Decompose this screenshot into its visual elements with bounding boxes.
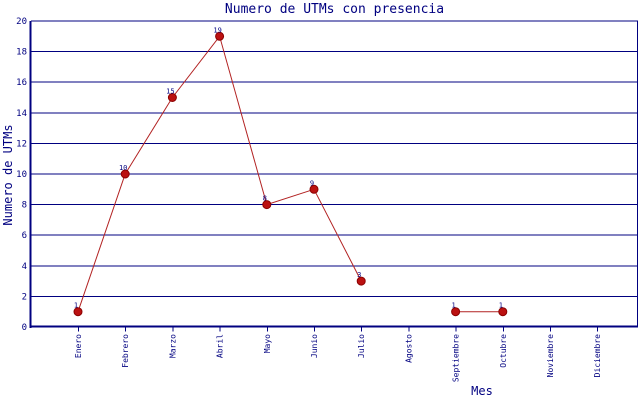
point-value-label: 1 [499, 302, 503, 310]
y-axis-title: Numero de UTMs [1, 124, 15, 226]
data-point-marker [73, 307, 83, 317]
x-axis-title: Mes [471, 384, 493, 398]
data-point-marker [215, 31, 225, 41]
data-point-marker [309, 184, 319, 194]
y-tick-label: 10 [16, 170, 27, 180]
data-point-marker [262, 200, 272, 210]
data-point-marker [498, 307, 508, 317]
y-tick-label: 14 [16, 109, 27, 119]
point-value-label: 3 [357, 271, 361, 279]
x-tick-label: Julio [357, 334, 366, 358]
x-tick-label: Mayo [263, 334, 272, 353]
x-tick-label: Febrero [121, 334, 130, 368]
x-tick-label: Diciembre [593, 334, 602, 378]
x-tick-label: Enero [74, 334, 83, 358]
y-tick-label: 2 [22, 292, 27, 302]
x-tick-label: Octubre [499, 334, 508, 368]
y-tick-label: 18 [16, 48, 27, 58]
data-point-marker [167, 93, 177, 102]
point-value-label: 19 [213, 26, 221, 34]
point-value-label: 10 [119, 164, 127, 172]
point-value-label: 9 [310, 179, 314, 187]
point-value-label: 1 [451, 302, 455, 310]
point-value-label: 1 [74, 302, 78, 310]
y-tick-label: 8 [22, 201, 27, 211]
y-tick-label: 0 [22, 323, 27, 333]
x-tick-label: Noviembre [546, 334, 555, 378]
data-point-marker [120, 169, 130, 179]
x-tick-label: Junio [310, 334, 319, 358]
y-tick-label: 6 [22, 231, 27, 241]
y-tick-label: 12 [16, 139, 27, 149]
point-value-label: 15 [166, 88, 174, 96]
data-point-marker [356, 276, 366, 286]
y-tick-label: 20 [16, 17, 27, 27]
y-tick-label: 16 [16, 78, 27, 88]
x-tick-label: Agosto [404, 334, 413, 363]
y-tick-label: 4 [22, 262, 27, 272]
x-tick-label: Septiembre [452, 334, 461, 382]
chart-title: Numero de UTMs con presencia [224, 2, 445, 17]
x-tick-label: Abril [216, 334, 225, 358]
point-value-label: 8 [263, 195, 267, 203]
x-tick-label: Marzo [168, 334, 177, 358]
data-point-marker [451, 307, 461, 317]
